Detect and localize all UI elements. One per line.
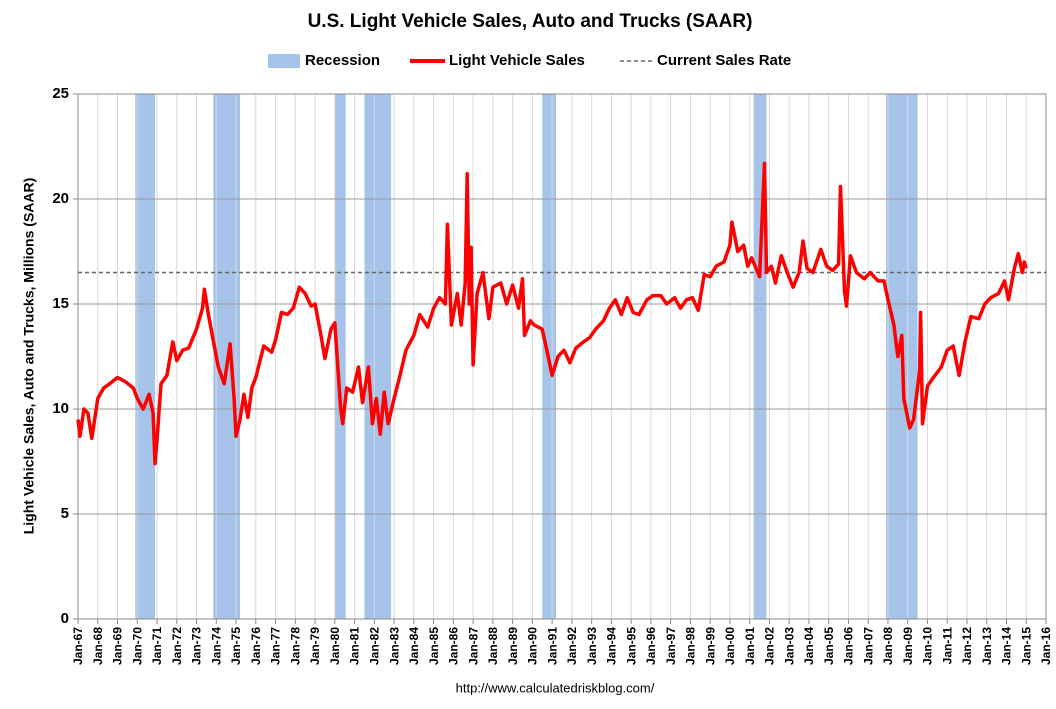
x-tick-label: Jan-67 xyxy=(71,627,85,665)
x-tick-label: Jan-82 xyxy=(367,627,381,665)
plot-border xyxy=(77,93,1047,620)
x-tick-label: Jan-73 xyxy=(190,627,204,665)
x-tick-label: Jan-83 xyxy=(387,627,401,665)
chart-title: U.S. Light Vehicle Sales, Auto and Truck… xyxy=(308,11,753,32)
legend-recession-swatch xyxy=(268,54,300,68)
x-tick-label: Jan-68 xyxy=(91,627,105,665)
x-tick-label: Jan-95 xyxy=(624,627,638,665)
x-tick-label: Jan-88 xyxy=(486,627,500,665)
x-tick-label: Jan-96 xyxy=(644,627,658,665)
x-tick-label: Jan-13 xyxy=(980,627,994,665)
y-tick-label: 10 xyxy=(52,400,69,417)
y-tick-label: 25 xyxy=(52,85,69,102)
x-tick-label: Jan-87 xyxy=(466,627,480,665)
legend-label: Current Sales Rate xyxy=(657,52,791,69)
x-tick-label: Jan-80 xyxy=(328,627,342,665)
x-tick-label: Jan-09 xyxy=(901,627,915,665)
x-tick-label: Jan-72 xyxy=(170,627,184,665)
x-tick-label: Jan-71 xyxy=(150,627,164,665)
x-tick-label: Jan-00 xyxy=(723,627,737,665)
x-tick-label: Jan-75 xyxy=(229,627,243,665)
sales-line xyxy=(76,161,1028,466)
x-tick-label: Jan-01 xyxy=(743,627,757,665)
x-tick-label: Jan-97 xyxy=(664,627,678,665)
x-tick-label: Jan-02 xyxy=(763,627,777,665)
x-tick-label: Jan-08 xyxy=(881,627,895,665)
x-tick-label: Jan-93 xyxy=(585,627,599,665)
x-tick-label: Jan-91 xyxy=(545,627,559,665)
x-tick-label: Jan-77 xyxy=(269,627,283,665)
legend-label: Recession xyxy=(305,52,380,69)
x-tick-label: Jan-70 xyxy=(130,627,144,665)
x-tick-label: Jan-06 xyxy=(842,627,856,665)
x-tick-label: Jan-15 xyxy=(1019,627,1033,665)
y-tick-label: 5 xyxy=(61,505,69,522)
y-tick-label: 20 xyxy=(52,190,69,207)
x-tick-label: Jan-76 xyxy=(249,627,263,665)
recession-band xyxy=(334,94,346,619)
x-tick-label: Jan-03 xyxy=(782,627,796,665)
x-tick-label: Jan-84 xyxy=(407,627,421,665)
x-tick-label: Jan-16 xyxy=(1039,627,1053,665)
x-tick-label: Jan-86 xyxy=(447,627,461,665)
x-tick-label: Jan-81 xyxy=(348,627,362,665)
x-tick-label: Jan-90 xyxy=(526,627,540,665)
x-tick-label: Jan-89 xyxy=(506,627,520,665)
x-tick-label: Jan-12 xyxy=(960,627,974,665)
x-tick-label: Jan-78 xyxy=(288,627,302,665)
x-tick-label: Jan-79 xyxy=(308,627,322,665)
source: http://www.calculatedriskblog.com/ xyxy=(456,680,655,695)
x-tick-label: Jan-11 xyxy=(940,627,954,665)
x-tick-label: Jan-94 xyxy=(605,627,619,665)
x-tick-label: Jan-04 xyxy=(802,627,816,665)
x-tick-label: Jan-14 xyxy=(1000,627,1014,665)
legend-label: Light Vehicle Sales xyxy=(449,52,585,69)
recession-band xyxy=(135,94,156,619)
x-tick-label: Jan-92 xyxy=(565,627,579,665)
recession-band xyxy=(364,94,392,619)
y-axis-label: Light Vehicle Sales, Auto and Trucks, Mi… xyxy=(21,178,37,535)
x-tick-label: Jan-99 xyxy=(703,627,717,665)
x-tick-label: Jan-98 xyxy=(684,627,698,665)
x-tick-label: Jan-69 xyxy=(111,627,125,665)
x-tick-label: Jan-05 xyxy=(822,627,836,665)
x-tick-label: Jan-10 xyxy=(921,627,935,665)
y-tick-label: 15 xyxy=(52,295,69,312)
x-tick-label: Jan-07 xyxy=(861,627,875,665)
x-tick-label: Jan-74 xyxy=(209,627,223,665)
x-tick-label: Jan-85 xyxy=(427,627,441,665)
y-tick-label: 0 xyxy=(61,610,69,627)
